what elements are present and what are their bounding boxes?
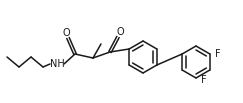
Text: F: F [215,49,221,59]
Text: O: O [62,28,70,38]
Text: NH: NH [50,59,64,69]
Text: O: O [116,27,124,37]
Text: F: F [201,75,207,85]
